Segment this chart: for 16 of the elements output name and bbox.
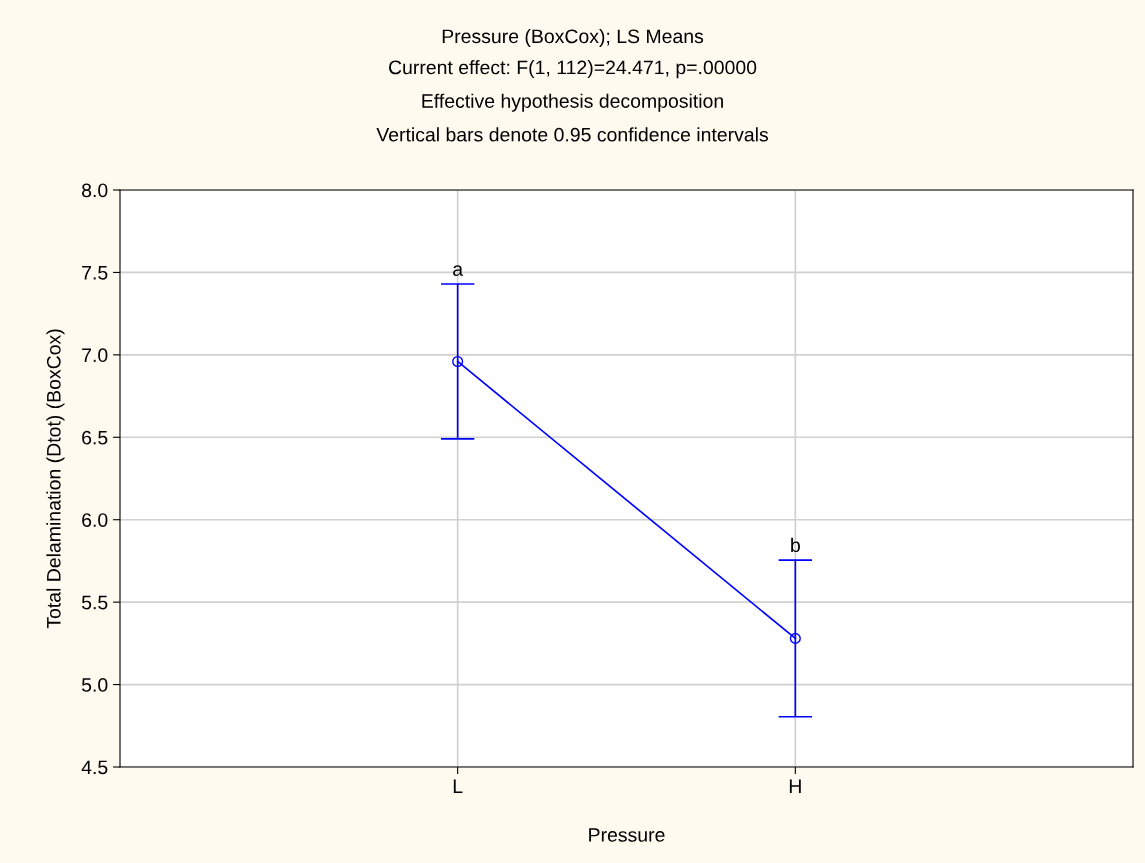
y-axis-title: Total Delamination (Dtot) (BoxCox) bbox=[46, 329, 65, 629]
chart-subtitle: Current effect: F(1, 112)=24.471, p=.00000 Effective hypothesis decomposition Vertical bars denote 0.95 confidence intervals bbox=[376, 60, 768, 142]
y-tick-label: 4.5 bbox=[81, 760, 108, 775]
y-tick-label: 6.0 bbox=[82, 513, 108, 527]
x-tick-label: H bbox=[789, 779, 801, 793]
y-tick-label: 7.5 bbox=[82, 266, 108, 280]
chart-title: Pressure (BoxCox); LS Means bbox=[442, 28, 704, 48]
x-tick-label: L bbox=[453, 779, 463, 793]
y-tick-label: 6.5 bbox=[82, 430, 108, 445]
x-axis-title: Pressure bbox=[589, 828, 665, 842]
y-tick-label: 5.0 bbox=[81, 678, 108, 692]
annotation: a bbox=[453, 265, 464, 276]
y-tick-label: 8.0 bbox=[82, 183, 108, 198]
annotation: b bbox=[791, 537, 800, 553]
y-tick-label: 7.0 bbox=[82, 348, 108, 363]
y-tick-label: 5.5 bbox=[81, 595, 108, 610]
